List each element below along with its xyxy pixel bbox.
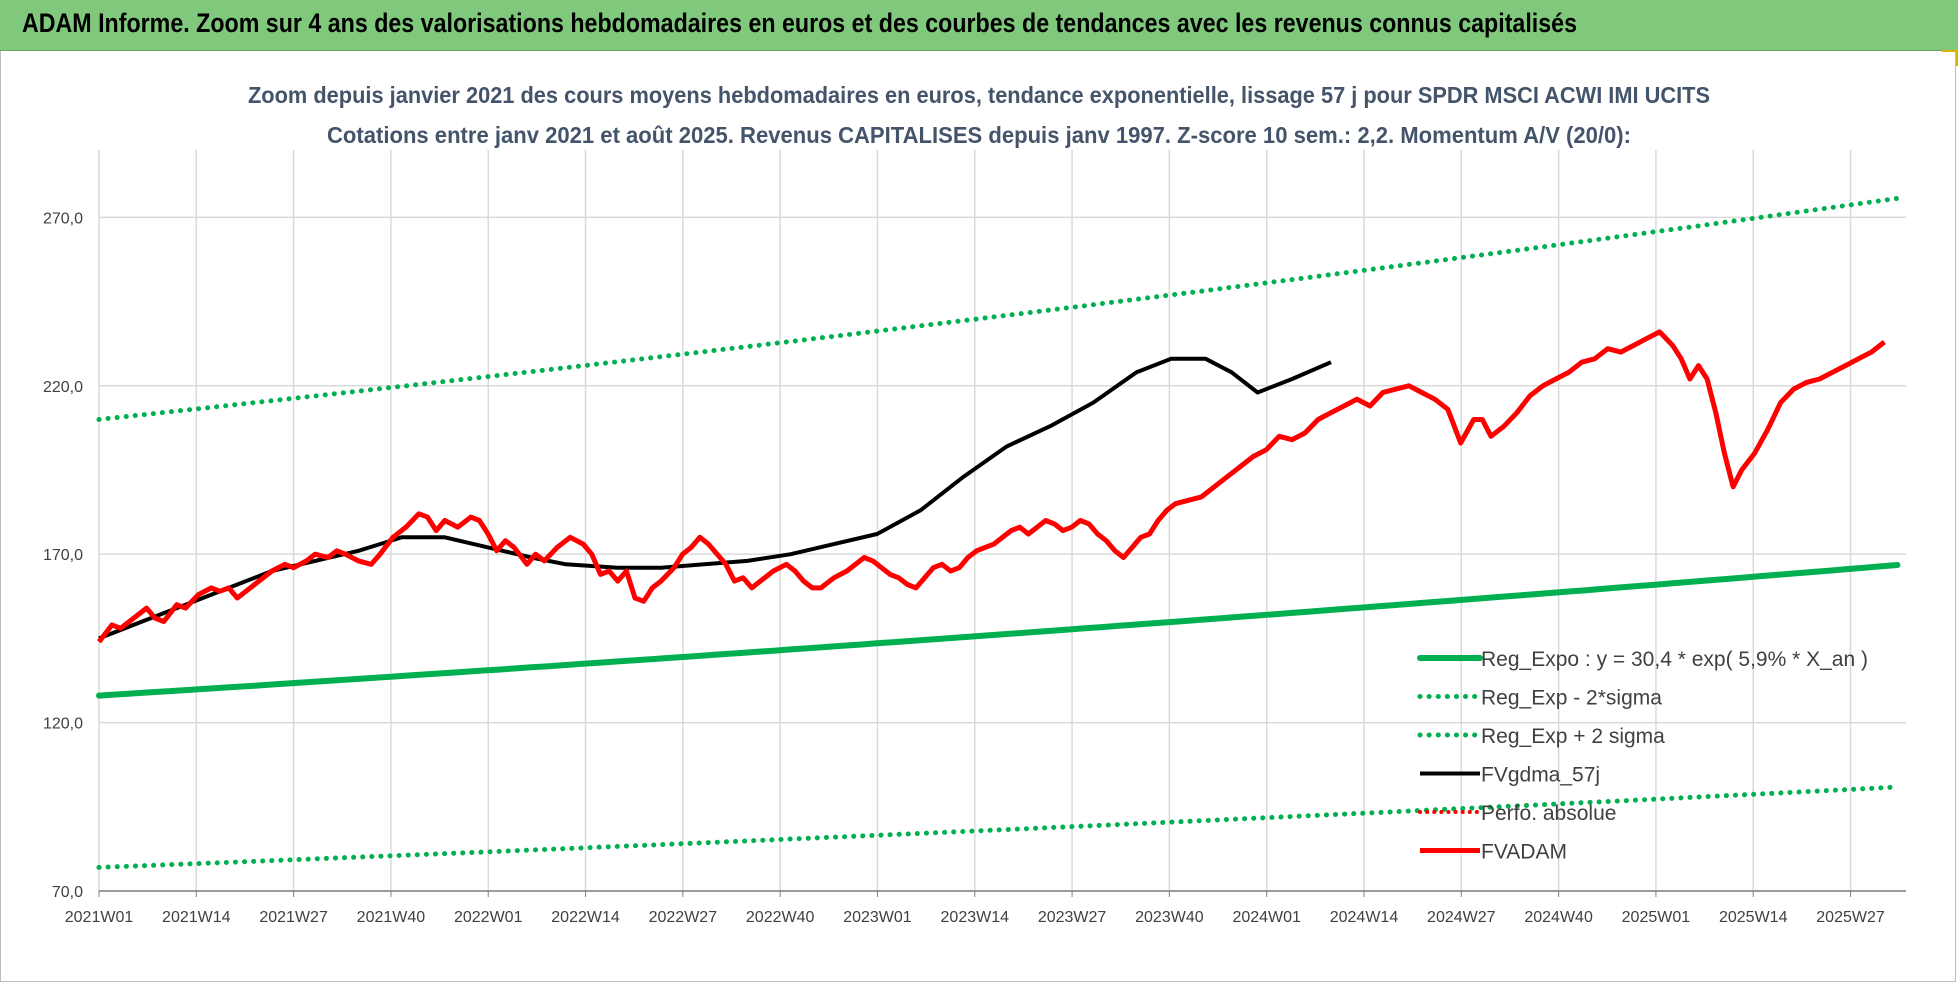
- x-tick-label: 2025W27: [1816, 909, 1885, 926]
- x-tick-label: 2022W40: [746, 909, 815, 926]
- series: [96, 195, 1901, 870]
- series-fvgdma: [98, 356, 1332, 641]
- series-sigma-plus: [96, 195, 1900, 422]
- x-tick-label: 2021W01: [65, 909, 134, 926]
- grid: [98, 150, 1906, 892]
- x-tick-label: 2023W40: [1135, 909, 1204, 926]
- x-tick-label: 2022W01: [454, 909, 523, 926]
- x-tick-label: 2021W40: [357, 909, 426, 926]
- y-tick-label: 120,0: [43, 716, 83, 733]
- x-tick-label: 2022W14: [551, 909, 620, 926]
- series-reg-expo: [96, 562, 1901, 699]
- y-tick-label: 70,0: [52, 884, 83, 901]
- legend-label-fvgdma: FVgdma_57j: [1481, 764, 1600, 787]
- series-fvadam: [97, 329, 1886, 644]
- legend-label-fvadam: FVADAM: [1481, 841, 1567, 864]
- y-tick-label: 270,0: [43, 210, 83, 227]
- title-bar: ADAM Informe. Zoom sur 4 ans des valoris…: [0, 0, 1958, 51]
- series-sigma-minus: [96, 784, 1900, 870]
- x-tick-label: 2023W01: [843, 909, 912, 926]
- x-tick-label: 2024W14: [1330, 909, 1399, 926]
- chart-area: Zoom depuis janvier 2021 des cours moyen…: [43, 82, 1906, 926]
- chart-title: Zoom depuis janvier 2021 des cours moyen…: [248, 82, 1710, 108]
- y-tick-label: 220,0: [43, 379, 83, 396]
- legend-label-sigma-plus: Reg_Exp + 2 sigma: [1481, 725, 1665, 748]
- x-tick-label: 2024W01: [1232, 909, 1301, 926]
- x-tick-label: 2023W27: [1038, 909, 1107, 926]
- x-tick-label: 2022W27: [649, 909, 718, 926]
- x-tick-label: 2025W01: [1622, 909, 1691, 926]
- x-tick-label: 2021W14: [162, 909, 231, 926]
- legend-label-perfo: Perfo. absolue: [1481, 802, 1616, 825]
- chart-subtitle: Cotations entre janv 2021 et août 2025. …: [327, 122, 1631, 148]
- x-tick-label: 2024W27: [1427, 909, 1496, 926]
- x-tick-label: 2025W14: [1719, 909, 1788, 926]
- corner-mark: [1942, 50, 1958, 66]
- legend: Reg_Expo : y = 30,4 * exp( 5,9% * X_an )…: [1417, 648, 1868, 864]
- x-tick-label: 2024W40: [1524, 909, 1593, 926]
- x-tick-label: 2021W27: [259, 909, 328, 926]
- axes: 70,0 120,0 170,0 220,0 270,0 2021W01 2021W14 20…: [43, 210, 1906, 926]
- legend-label-sigma-minus: Reg_Exp - 2*sigma: [1481, 687, 1662, 710]
- legend-label-reg-expo: Reg_Expo : y = 30,4 * exp( 5,9% * X_an ): [1481, 648, 1868, 671]
- x-tick-label: 2023W14: [941, 909, 1010, 926]
- page-title: ADAM Informe. Zoom sur 4 ans des valoris…: [22, 8, 1577, 38]
- y-tick-label: 170,0: [43, 547, 83, 564]
